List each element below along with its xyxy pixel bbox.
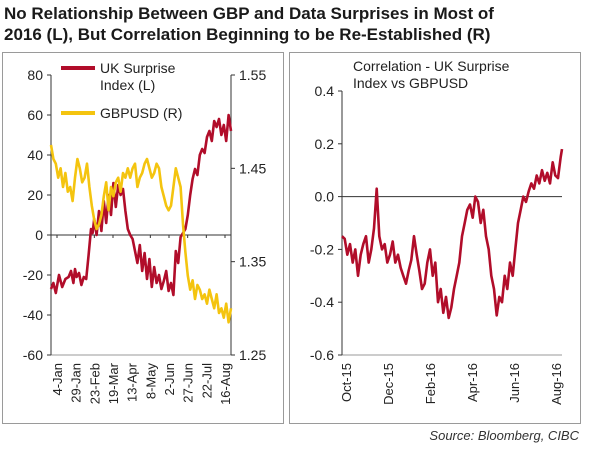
right-y-tick-label: 1.45 xyxy=(239,160,266,176)
right-chart-title-line1: Correlation - UK Surprise xyxy=(353,58,510,74)
source-note: Source: Bloomberg, CIBC xyxy=(429,428,579,443)
left-y-tick-label: -40 xyxy=(23,307,43,323)
right-chart-title-line2: Index vs GBPUSD xyxy=(353,75,468,91)
title-line-1: No Relationship Between GBP and Data Sur… xyxy=(4,4,494,23)
title-line-2: 2016 (L), But Correlation Beginning to b… xyxy=(4,25,491,44)
x-tick-label: 8-May xyxy=(143,363,158,400)
left-chart-svg: -60 -40 -20 0 20 40 60 80 1.25 1.35 1.45 1.55 4-Jan 2… xyxy=(23,60,267,405)
left-y-tick-label: -20 xyxy=(23,267,43,283)
x-tick-label: 16-Aug xyxy=(218,363,233,405)
x-tick-label: Jun-16 xyxy=(507,363,522,403)
chart-title: No Relationship Between GBP and Data Sur… xyxy=(4,3,589,45)
left-y-tick-label: 0 xyxy=(35,227,43,243)
left-y-tick-label: 20 xyxy=(27,187,43,203)
y-tick-label: -0.6 xyxy=(310,347,334,363)
y-tick-label: 0.2 xyxy=(315,136,335,152)
x-tick-label: 27-Jun xyxy=(181,363,196,403)
left-y-tick-label: 80 xyxy=(27,67,43,83)
gbpusd-line xyxy=(49,144,233,324)
y-tick-label: -0.2 xyxy=(310,241,334,257)
x-tick-label: Oct-15 xyxy=(339,363,354,402)
x-tick-label: Dec-15 xyxy=(381,363,396,405)
right-chart-panel: -0.6 -0.4 -0.2 0.0 0.2 0.4 Oct-15 Dec-15 Feb-16 A… xyxy=(289,52,581,424)
legend-label-gbpusd: GBPUSD (R) xyxy=(100,105,182,121)
right-y-tick-label: 1.25 xyxy=(239,347,266,363)
correlation-line xyxy=(341,148,564,320)
left-y-tick-label: -60 xyxy=(23,347,43,363)
left-y-tick-label: 40 xyxy=(27,147,43,163)
uk-surprise-line xyxy=(49,113,233,297)
left-chart-panel: -60 -40 -20 0 20 40 60 80 1.25 1.35 1.45 1.55 4-Jan 2… xyxy=(2,52,284,424)
x-tick-label: Feb-16 xyxy=(423,363,438,404)
y-tick-label: -0.4 xyxy=(310,294,334,310)
right-y-tick-label: 1.55 xyxy=(239,67,266,83)
x-tick-label: 4-Jan xyxy=(50,363,65,396)
x-tick-label: 29-Jan xyxy=(69,363,84,403)
right-chart-svg: -0.6 -0.4 -0.2 0.0 0.2 0.4 Oct-15 Dec-15 Feb-16 A… xyxy=(310,58,564,405)
x-tick-label: 2-Jun xyxy=(162,363,177,396)
legend-label-uk-surprise-line1: UK Surprise xyxy=(100,60,176,76)
y-tick-label: 0.0 xyxy=(315,189,335,205)
y-tick-label: 0.4 xyxy=(315,83,335,99)
x-tick-label: Aug-16 xyxy=(549,363,564,405)
left-y-tick-label: 60 xyxy=(27,107,43,123)
right-y-tick-label: 1.35 xyxy=(239,254,266,270)
x-tick-label: Apr-16 xyxy=(465,363,480,402)
x-tick-label: 13-Apr xyxy=(125,362,140,402)
x-tick-label: 22-Jul xyxy=(199,363,214,399)
x-tick-label: 19-Mar xyxy=(106,362,121,404)
x-tick-label: 23-Feb xyxy=(87,363,102,404)
legend-label-uk-surprise-line2: Index (L) xyxy=(100,77,155,93)
